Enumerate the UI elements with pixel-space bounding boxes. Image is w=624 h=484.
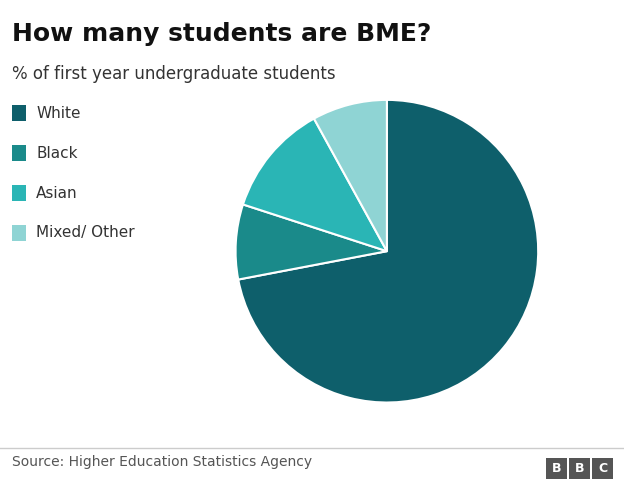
FancyBboxPatch shape [12, 146, 26, 162]
Wedge shape [243, 120, 387, 252]
FancyBboxPatch shape [12, 225, 26, 241]
Wedge shape [314, 101, 387, 252]
Wedge shape [238, 101, 538, 403]
Text: White: White [36, 106, 80, 121]
FancyBboxPatch shape [12, 106, 26, 122]
FancyBboxPatch shape [592, 458, 613, 479]
Text: How many students are BME?: How many students are BME? [12, 22, 432, 45]
Text: % of first year undergraduate students: % of first year undergraduate students [12, 65, 336, 83]
Wedge shape [235, 205, 387, 280]
FancyBboxPatch shape [569, 458, 590, 479]
FancyBboxPatch shape [546, 458, 567, 479]
Text: Mixed/ Other: Mixed/ Other [36, 225, 135, 240]
Text: C: C [598, 462, 607, 474]
Text: Asian: Asian [36, 185, 78, 200]
Text: B: B [552, 462, 562, 474]
Text: B: B [575, 462, 585, 474]
Text: Source: Higher Education Statistics Agency: Source: Higher Education Statistics Agen… [12, 454, 313, 468]
FancyBboxPatch shape [12, 185, 26, 201]
Text: Black: Black [36, 146, 78, 160]
